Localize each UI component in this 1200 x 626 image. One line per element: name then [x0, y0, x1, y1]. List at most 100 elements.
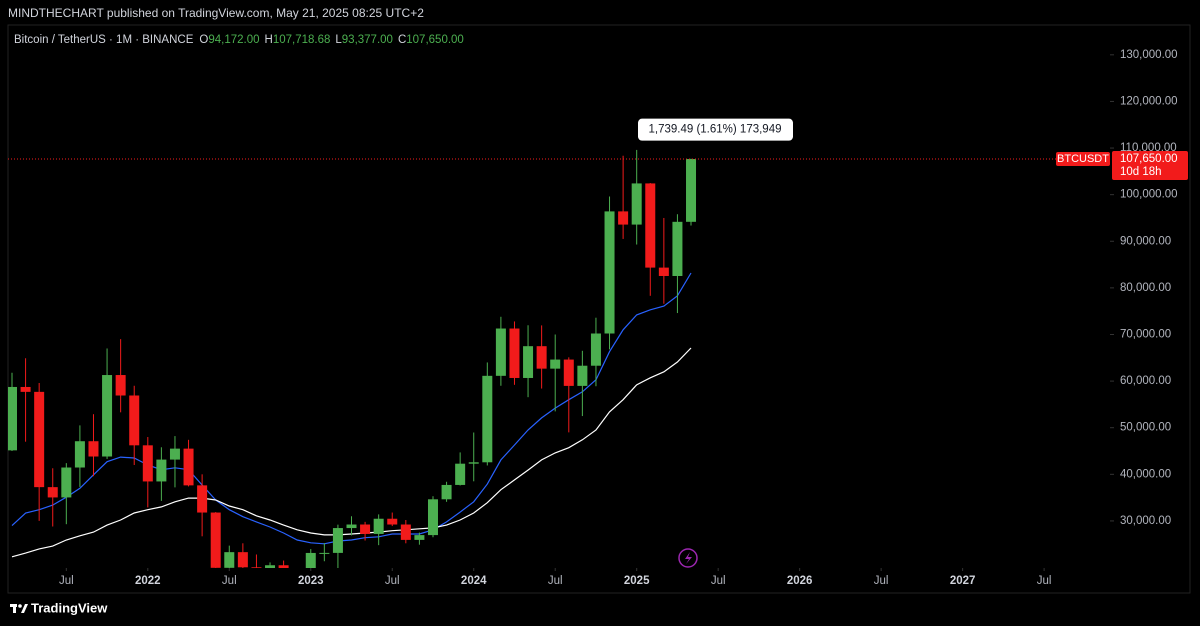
candle-body — [686, 159, 697, 222]
candle-body — [672, 221, 683, 276]
y-tick-label: 80,000.00 — [1120, 282, 1171, 294]
candle-body — [61, 467, 72, 498]
chart-pane — [7, 24, 1191, 594]
candle-body — [210, 512, 221, 568]
candle-body — [129, 395, 140, 446]
candle-body — [550, 359, 561, 369]
candle-body — [332, 528, 343, 553]
ohlc-value: 93,377.00 — [342, 34, 393, 46]
candle-body — [102, 375, 113, 457]
symbol: Bitcoin / TetherUS · 1M · BINANCE — [14, 34, 194, 46]
candle-body — [183, 448, 194, 486]
x-tick-label: 2023 — [298, 575, 324, 587]
candle-body — [197, 485, 208, 513]
alert-icon-bolt — [685, 552, 692, 564]
candle-body — [441, 484, 452, 500]
x-tick-label: 2022 — [135, 575, 161, 587]
x-tick-label: Jul — [874, 575, 889, 587]
candle-body — [115, 375, 126, 396]
candle-body — [237, 552, 248, 568]
candle-body — [577, 365, 588, 386]
candle-body — [265, 565, 276, 568]
published-note: MINDTHECHART published on TradingView.co… — [8, 6, 424, 20]
candle-body — [536, 346, 547, 369]
y-tick-label: 130,000.00 — [1120, 49, 1178, 61]
candle-body — [88, 441, 99, 457]
candle-body — [523, 346, 534, 378]
candle-body — [414, 535, 425, 540]
x-tick-label: Jul — [385, 575, 400, 587]
countdown: 10d 18h — [1120, 166, 1162, 178]
candle-body — [319, 552, 330, 554]
candle-body — [8, 386, 17, 451]
x-tick-label: 2025 — [624, 575, 650, 587]
legend: Bitcoin / TetherUS · 1M · BINANCE O94,172… — [14, 34, 464, 46]
candle-body — [590, 333, 601, 366]
candle-body — [427, 499, 438, 536]
candle-body — [658, 267, 669, 276]
y-tick-label: 70,000.00 — [1120, 329, 1171, 341]
ohlc-value: 107,718.68 — [273, 34, 331, 46]
candle-body — [455, 463, 466, 485]
y-tick-label: 40,000.00 — [1120, 468, 1171, 480]
ohlc-value: 94,172.00 — [208, 34, 259, 46]
y-tick-label: 100,000.00 — [1120, 189, 1178, 201]
candle-body — [346, 524, 357, 529]
tooltip-bg — [638, 118, 793, 141]
brand-logo — [10, 604, 28, 613]
ohlc-value: 107,650.00 — [406, 34, 464, 46]
candle-body — [482, 375, 493, 463]
ohlc-key: H — [265, 34, 273, 46]
y-tick-label: 120,000.00 — [1120, 95, 1178, 107]
candle-body — [645, 183, 656, 268]
moving-average — [11, 272, 692, 545]
candle-body — [224, 552, 235, 568]
ohlc-key: C — [398, 34, 406, 46]
y-tick-label: 90,000.00 — [1120, 235, 1171, 247]
candle-body — [47, 487, 58, 498]
ohlc-key: L — [335, 34, 342, 46]
price-tag-bg — [1112, 151, 1188, 181]
y-tick-label: 50,000.00 — [1120, 422, 1171, 434]
price-tag: 107,650.00 — [1120, 153, 1178, 165]
y-tick-label: 60,000.00 — [1120, 375, 1171, 387]
candle-body — [20, 386, 31, 392]
alert-icon[interactable] — [678, 548, 698, 568]
x-tick-label: Jul — [222, 575, 237, 587]
plot-area — [8, 149, 697, 568]
candle-body — [387, 518, 398, 525]
brand: TradingView — [31, 600, 108, 615]
candle-body — [34, 391, 45, 488]
candle-body — [400, 524, 411, 540]
x-tick-label: Jul — [548, 575, 563, 587]
candle-body — [604, 211, 615, 334]
candle-body — [360, 524, 371, 534]
candle-body — [156, 459, 167, 482]
candle-body — [142, 445, 153, 482]
candle-body — [74, 441, 85, 468]
x-tick-label: 2024 — [461, 575, 487, 587]
y-tick-label: 30,000.00 — [1120, 515, 1171, 527]
candle-body — [169, 448, 180, 460]
candle-body — [468, 462, 479, 464]
tooltip: 1,739.49 (1.61%) 173,949 — [649, 124, 782, 136]
candle-body — [373, 518, 384, 534]
candle-body — [278, 565, 289, 568]
x-tick-label: 2027 — [950, 575, 976, 587]
candle-body — [251, 567, 262, 568]
candle-body — [305, 552, 316, 568]
candle-body — [563, 359, 574, 386]
x-tick-label: Jul — [1037, 575, 1052, 587]
symbol-tag: BTCUSDT — [1057, 153, 1109, 165]
candle-body — [618, 211, 629, 225]
candle-body — [495, 328, 506, 376]
x-tick-label: Jul — [711, 575, 726, 587]
x-tick-label: 2026 — [787, 575, 813, 587]
symbol-tag-bg — [1056, 152, 1110, 167]
ohlc-key: O — [199, 34, 208, 46]
x-tick-label: Jul — [59, 575, 74, 587]
candle-body — [631, 183, 642, 225]
candle-body — [509, 328, 520, 378]
